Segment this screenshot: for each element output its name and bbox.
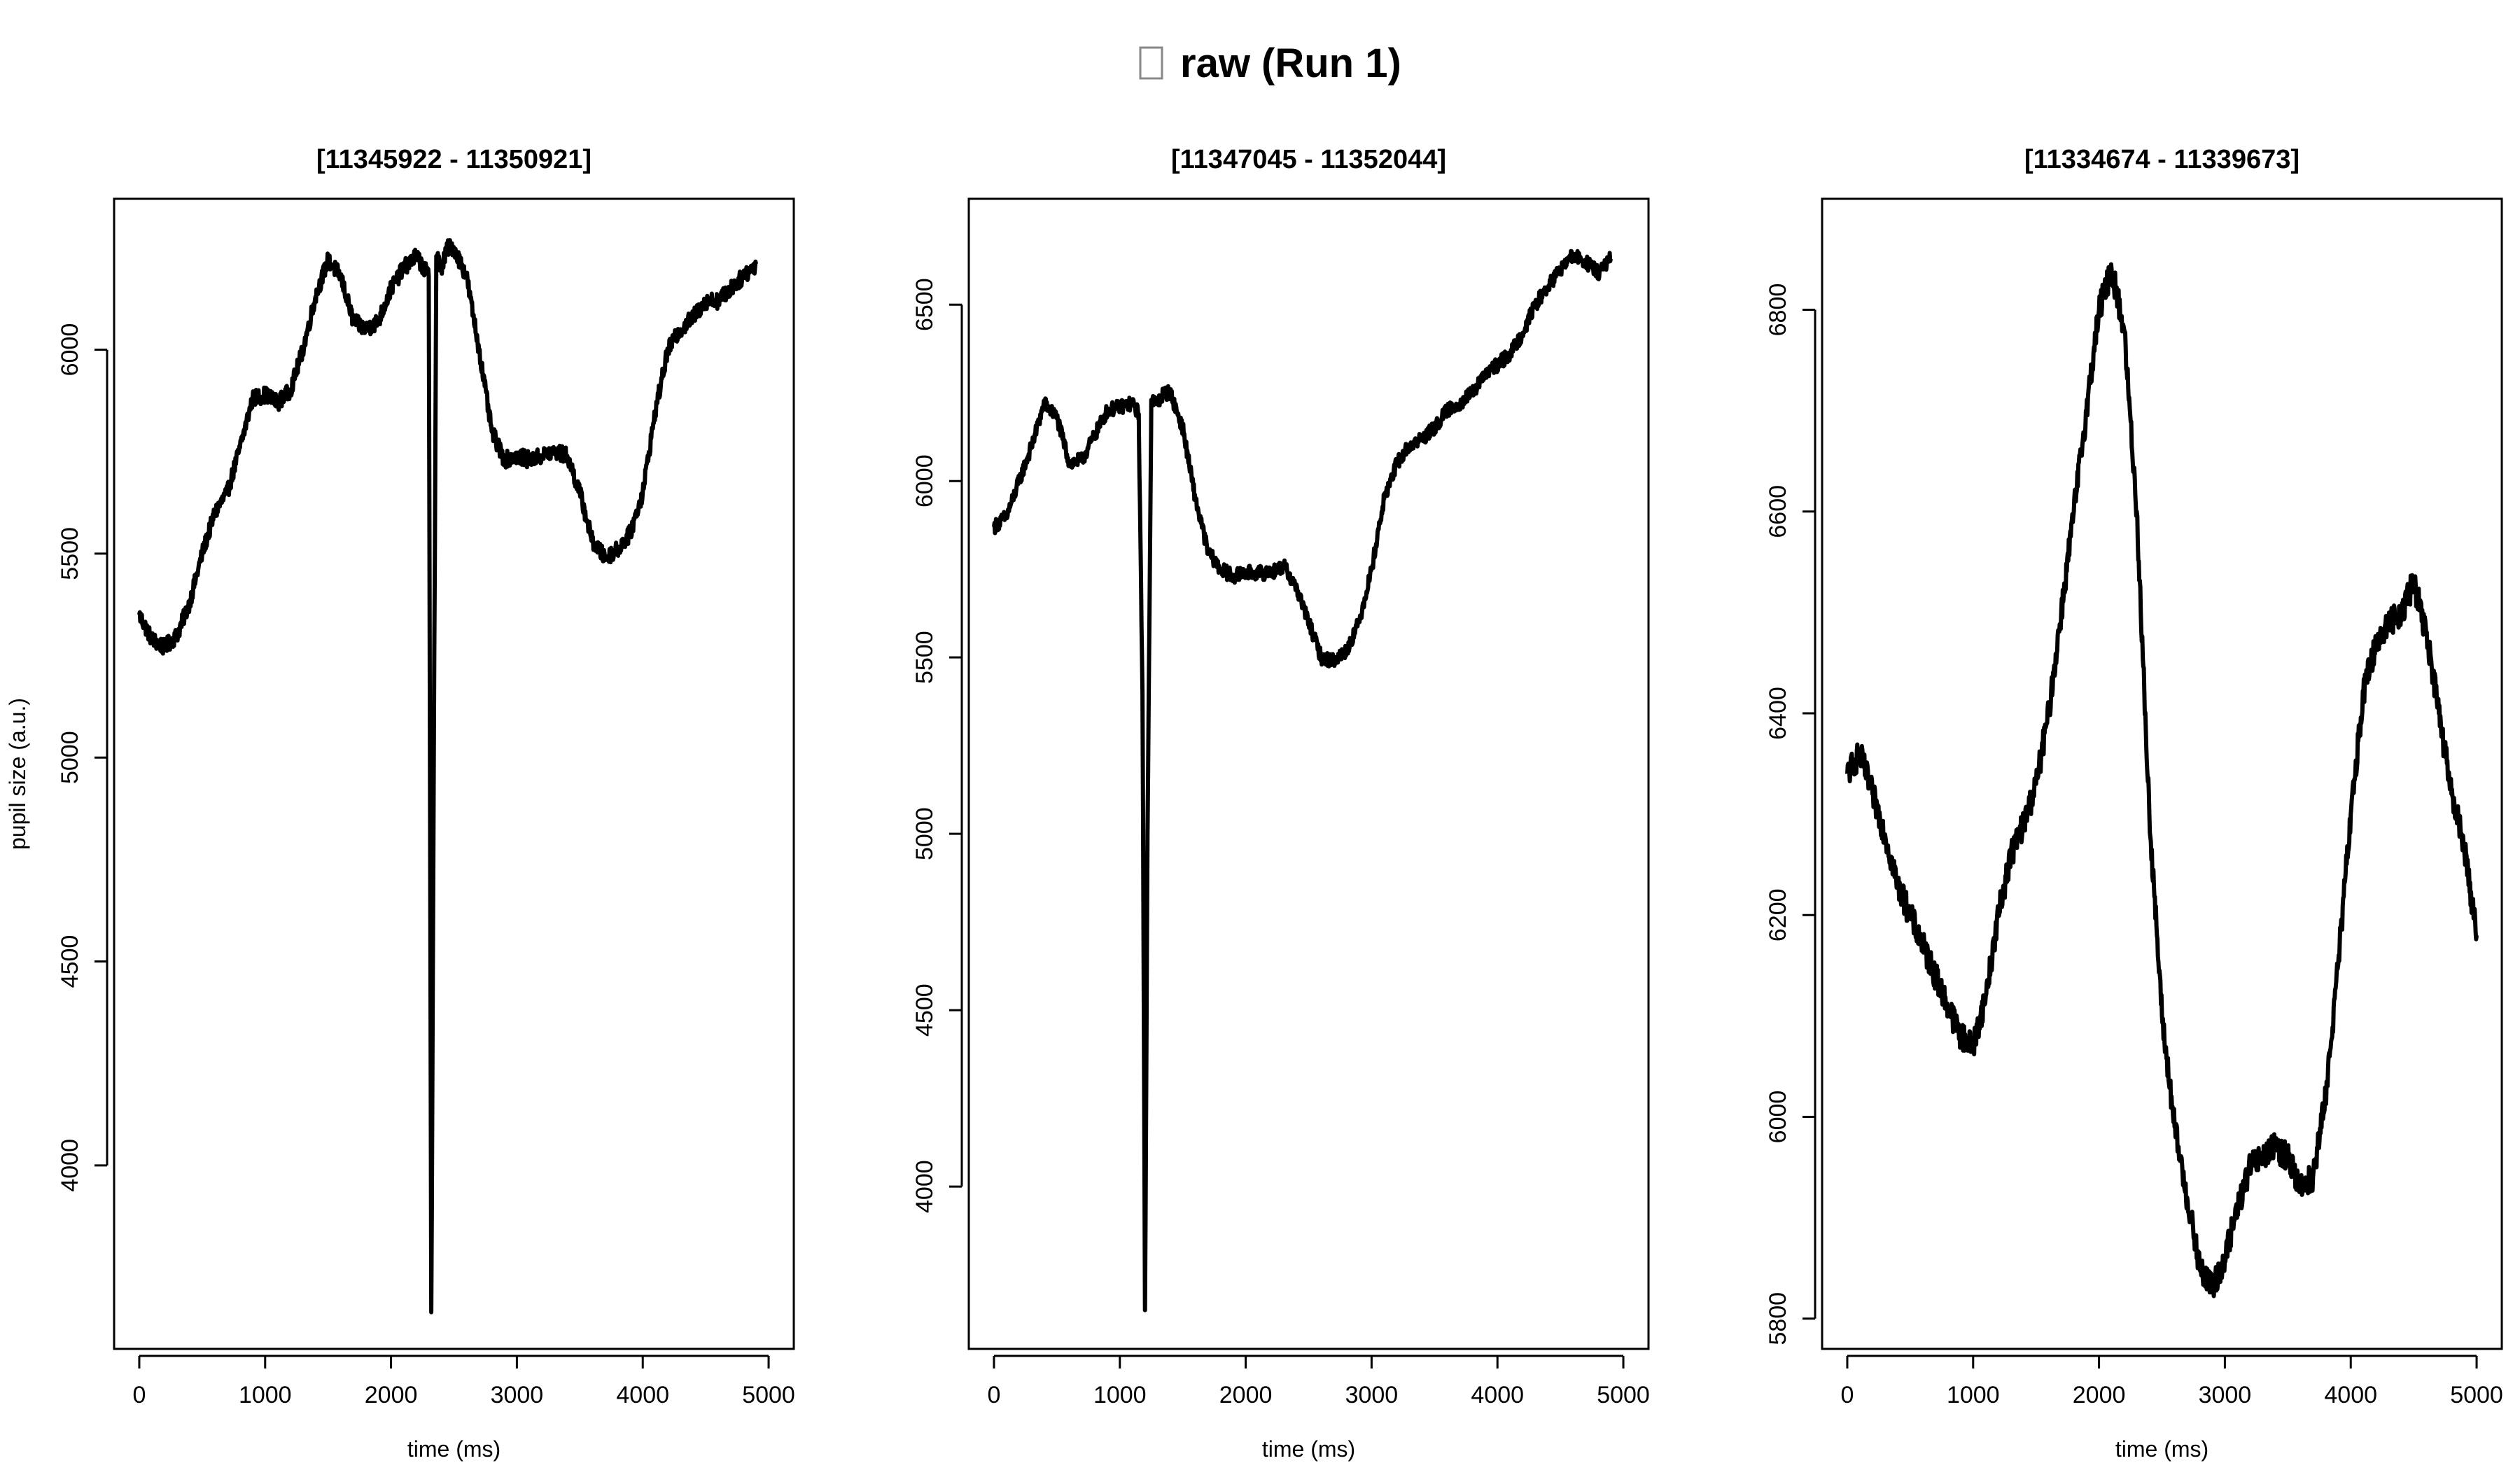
- figure-title: raw (Run 1): [1139, 41, 1401, 86]
- y-tick-label: 6500: [911, 278, 938, 331]
- figure-title-text: raw (Run 1): [1180, 41, 1401, 86]
- chart-panel-1: [11345922 - 11350921] 0 1000 2000 3000 4000 50…: [5, 145, 795, 1462]
- chart-panel-2: [11347045 - 11352044] 0 1000 2000 3000 4000 50…: [911, 145, 1650, 1462]
- y-tick-label: 6400: [1765, 687, 1791, 740]
- y-tick-label: 4500: [57, 935, 83, 988]
- y-tick-label: 6800: [1765, 284, 1791, 337]
- y-tick-label: 5000: [57, 731, 83, 784]
- series-line: [137, 238, 759, 1315]
- chart-panel-3: [11334674 - 11339673] 0 1000 2000 3000 4000 50…: [1765, 145, 2503, 1462]
- x-tick-label: 0: [1841, 1382, 1854, 1408]
- y-tick-label: 4000: [57, 1139, 83, 1192]
- x-tick-label: 1000: [1093, 1382, 1147, 1408]
- x-tick-label: 4000: [616, 1382, 669, 1408]
- y-tick-label: 6200: [1765, 888, 1791, 941]
- x-tick-label: 5000: [2450, 1382, 2503, 1408]
- y-tick-label: 5800: [1765, 1292, 1791, 1345]
- y-tick-label: 4500: [911, 983, 938, 1037]
- x-axis-label: time (ms): [2115, 1436, 2208, 1462]
- panel-title: [11345922 - 11350921]: [316, 145, 592, 174]
- y-tick-label: 6000: [57, 323, 83, 377]
- y-axis-label: pupil size (a.u.): [5, 698, 30, 850]
- y-tick-label: 6000: [911, 454, 938, 507]
- panels: [11345922 - 11350921] 0 1000 2000 3000 4000 50…: [5, 145, 2503, 1462]
- y-tick-label: 6000: [1765, 1091, 1791, 1144]
- x-tick-label: 5000: [742, 1382, 795, 1408]
- x-tick-label: 5000: [1597, 1382, 1650, 1408]
- x-tick-label: 4000: [1471, 1382, 1524, 1408]
- x-tick-label: 2000: [1219, 1382, 1273, 1408]
- plot-frame: [967, 197, 1650, 1350]
- x-tick-label: 1000: [239, 1382, 292, 1408]
- y-tick-label: 5500: [57, 527, 83, 580]
- y-tick-label: 6600: [1765, 485, 1791, 538]
- panel-title: [11334674 - 11339673]: [2024, 145, 2300, 174]
- y-tick-label: 5500: [911, 631, 938, 684]
- x-tick-label: 3000: [491, 1382, 544, 1408]
- x-tick-label: 2000: [2073, 1382, 2126, 1408]
- y-tick-label: 5000: [911, 807, 938, 860]
- x-tick-label: 1000: [1947, 1382, 2000, 1408]
- x-tick-label: 4000: [2324, 1382, 2377, 1408]
- x-tick-label: 0: [988, 1382, 1001, 1408]
- plot-frame: [1821, 197, 2503, 1350]
- series-line: [992, 248, 1614, 1312]
- x-axis-label: time (ms): [407, 1436, 500, 1462]
- plot-frame: [113, 197, 795, 1350]
- panel-title: [11347045 - 11352044]: [1171, 145, 1446, 174]
- series-line: [1845, 262, 2479, 1298]
- x-tick-label: 3000: [1345, 1382, 1399, 1408]
- x-tick-label: 3000: [2199, 1382, 2252, 1408]
- y-tick-label: 4000: [911, 1160, 938, 1213]
- missing-glyph-icon: [1139, 46, 1163, 80]
- x-tick-label: 0: [133, 1382, 146, 1408]
- x-tick-label: 2000: [365, 1382, 418, 1408]
- x-axis-label: time (ms): [1262, 1436, 1355, 1462]
